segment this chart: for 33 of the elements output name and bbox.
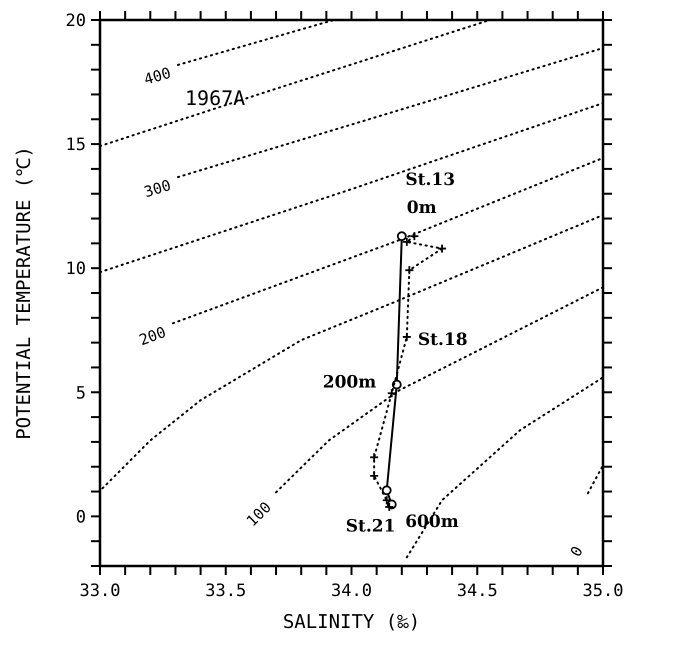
annotation: 0m	[406, 198, 437, 218]
x-tick-label: 33.0	[80, 581, 120, 601]
y-tick-label: 15	[66, 135, 86, 156]
point	[369, 452, 380, 462]
point	[369, 471, 380, 481]
annotation: 200m	[322, 372, 376, 393]
annotation: St.21	[346, 516, 396, 536]
text: 400	[142, 64, 173, 89]
text: 300	[142, 176, 174, 202]
point	[402, 332, 412, 342]
point	[382, 485, 392, 496]
annotation: 600m	[405, 512, 459, 532]
annotation: 1967A	[185, 86, 246, 110]
annotation: St.18	[418, 330, 468, 350]
x-tick-label: 35.0	[582, 581, 624, 601]
y-tick-label: 10	[66, 259, 86, 280]
x-tick-label: 34.0	[331, 581, 372, 601]
y-tick-label: 0	[76, 507, 86, 528]
point	[437, 244, 447, 254]
x-tick-label: 34.5	[456, 581, 498, 601]
text: 100	[242, 498, 275, 530]
point	[396, 231, 407, 242]
x-tick-label: 33.5	[205, 581, 246, 601]
point	[402, 236, 412, 247]
annotation: St.13	[405, 170, 456, 190]
annotation: 0	[566, 543, 587, 560]
y-axis-title: POTENTIAL TEMPERATURE (℃)	[13, 146, 35, 440]
text: 200	[136, 323, 168, 350]
x-axis-title: SALINITY (‰)	[282, 611, 420, 633]
point	[404, 265, 414, 276]
point	[409, 231, 420, 242]
y-tick-label: 5	[76, 383, 86, 404]
y-tick-label: 20	[66, 11, 86, 31]
